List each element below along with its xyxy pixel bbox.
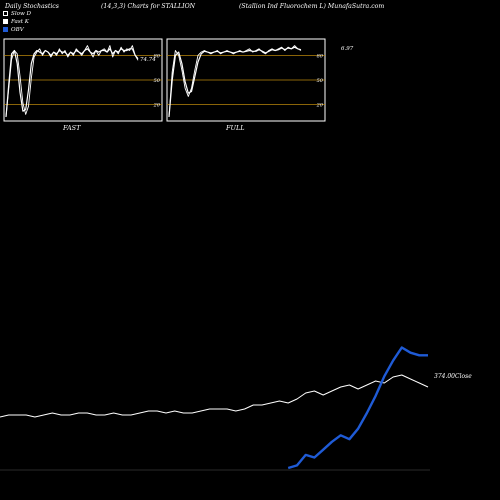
chart-title-right: (Stallion Ind Fluorochem L) MunafaSutra.… <box>239 3 385 10</box>
legend-item-fast-k: Fast K <box>3 18 29 25</box>
chart-title-mid: (14,3,3) Charts for STALLION <box>101 3 196 10</box>
fast-tick-80: 80 <box>154 53 161 59</box>
full-tick-80: 80 <box>317 53 324 59</box>
legend-label-obv: OBV <box>11 26 24 33</box>
chart-title-left: Daily Stochastics <box>5 3 59 10</box>
full-panel-title: FULL <box>225 124 245 132</box>
legend-swatch-obv <box>3 27 8 32</box>
fast-tick-50: 50 <box>154 78 161 84</box>
full-tick-20: 20 <box>316 103 324 109</box>
full-series-1 <box>168 46 302 117</box>
obv-series <box>287 346 428 470</box>
close-series <box>0 374 429 418</box>
fast-current-label: 74.74 <box>140 57 156 63</box>
legend-swatch-slow-d <box>3 11 8 16</box>
legend-item-obv: OBV <box>3 26 24 33</box>
full-current-label: 6.97 <box>341 46 354 52</box>
fast-panel-title: FAST <box>62 124 81 132</box>
fast-tick-20: 20 <box>153 103 161 109</box>
fast-series-1 <box>5 48 139 117</box>
legend-label-slow-d: Slow D <box>11 10 32 17</box>
full-tick-50: 50 <box>317 78 324 84</box>
legend-label-fast-k: Fast K <box>11 18 29 25</box>
close-current-label: 374.00Close <box>434 373 472 380</box>
legend-swatch-fast-k <box>3 19 8 24</box>
legend-item-slow-d: Slow D <box>3 10 31 17</box>
